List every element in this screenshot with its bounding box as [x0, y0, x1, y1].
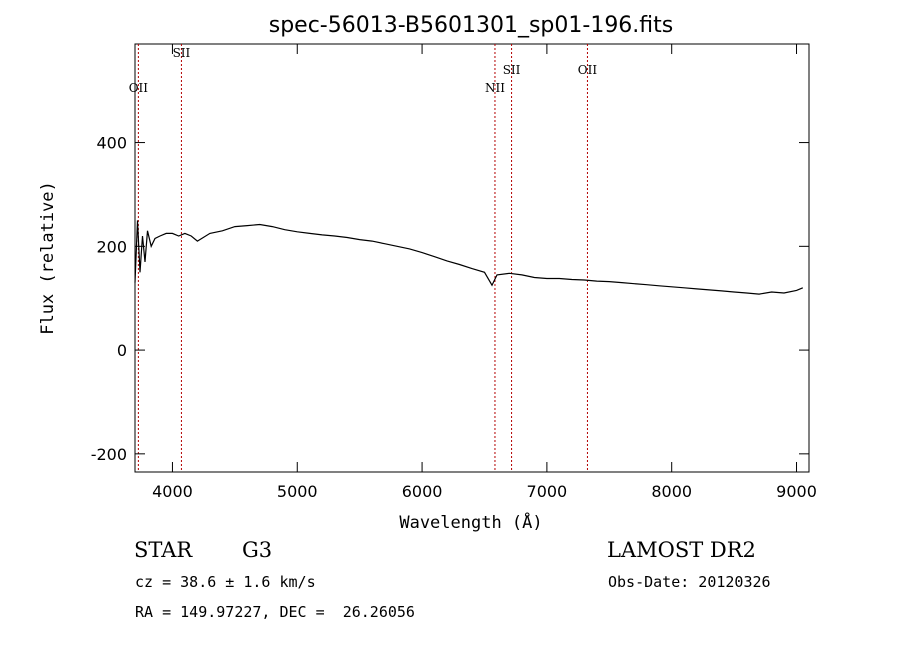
spectrum-series	[134, 220, 804, 295]
ra-dec: RA = 149.97227, DEC = 26.26056	[135, 603, 415, 621]
y-tick-label: 0	[117, 341, 127, 360]
x-tick-label: 7000	[527, 482, 568, 501]
emission-lines: OII SII NII SII OII	[129, 44, 598, 472]
x-tick-label: 8000	[651, 482, 692, 501]
plot-frame	[134, 43, 810, 473]
survey-name: LAMOST DR2	[607, 538, 756, 562]
x-tick-label: 6000	[402, 482, 443, 501]
emission-line-label: OII	[129, 81, 149, 95]
x-tick-label: 4000	[152, 482, 193, 501]
x-tick-label: 9000	[776, 482, 817, 501]
emission-line-label: SII	[173, 46, 191, 60]
y-tick-label: 400	[96, 134, 127, 153]
emission-line-label: OII	[578, 63, 598, 77]
emission-line-label: NII	[485, 81, 505, 95]
spectrum-line	[134, 220, 804, 295]
axis-ticks: 4000 5000 6000 7000 8000 9000 -200 0 200 400	[91, 44, 817, 501]
object-subclass: G3	[242, 538, 273, 562]
redshift-cz: cz = 38.6 ± 1.6 km/s	[135, 573, 316, 591]
obs-date: Obs-Date: 20120326	[608, 573, 771, 591]
y-tick-label: 200	[96, 237, 127, 256]
emission-line-label: SII	[503, 63, 521, 77]
x-axis-label: Wavelength (Å)	[399, 511, 542, 533]
x-tick-label: 5000	[277, 482, 318, 501]
object-class: STAR	[134, 538, 193, 562]
y-axis-label: Flux (relative)	[38, 181, 58, 335]
y-tick-label: -200	[91, 445, 127, 464]
chart-title: spec-56013-B5601301_sp01-196.fits	[269, 13, 674, 38]
